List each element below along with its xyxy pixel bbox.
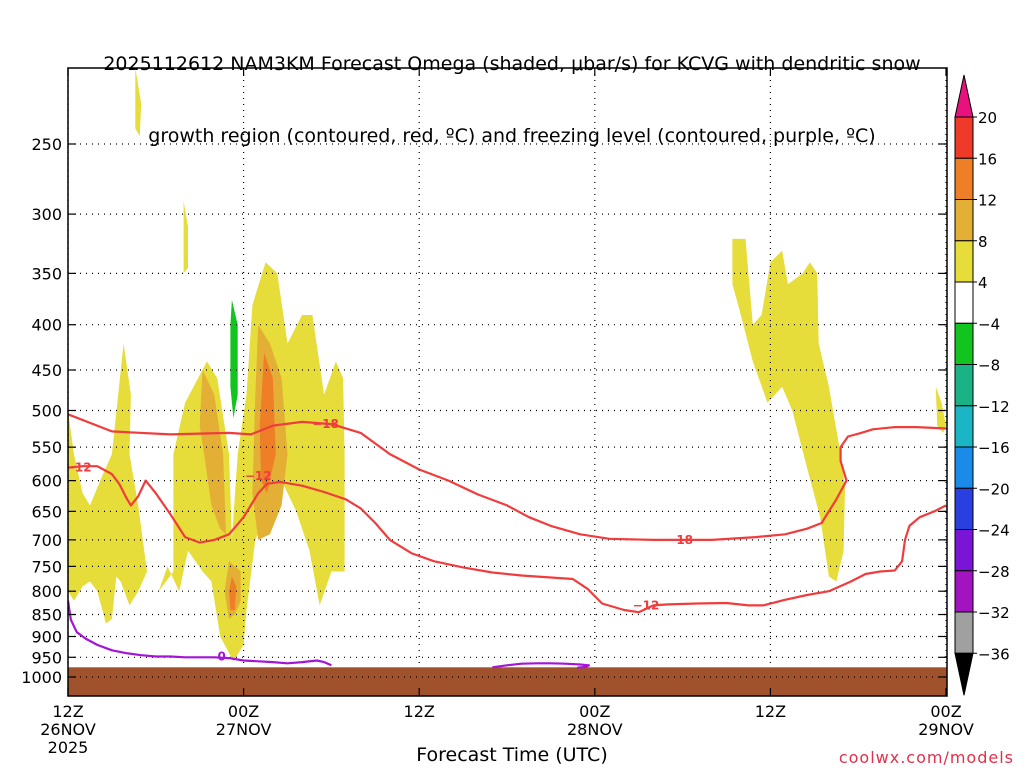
colorbar-segment-12 <box>954 570 974 613</box>
plot-frame <box>67 67 948 697</box>
x-tick-label-60-2: 29NOV <box>918 720 974 739</box>
omega-region--8_-4-10 <box>230 299 238 419</box>
y-tick-label-450: 450 <box>31 361 62 380</box>
colorbar-segment-9 <box>954 446 974 489</box>
y-tick-label-1000: 1000 <box>21 668 62 687</box>
colorbar-segment-5 <box>954 281 974 324</box>
colorbar-label-12: −32 <box>978 604 1010 622</box>
colorbar-segment-10 <box>954 487 974 531</box>
colorbar-label-6: −8 <box>978 357 1000 375</box>
colorbar-bottom-arrow <box>954 652 974 696</box>
x-tick-label-0-3: 2025 <box>48 738 89 757</box>
y-axis: 250 300 350 400 450 500 550 600 650 700 750 800 850 9… <box>21 135 947 687</box>
contour-line--18-0 <box>68 413 947 541</box>
plot-border <box>67 67 948 697</box>
y-tick-label-550: 550 <box>31 438 62 457</box>
x-tick-label-12-1: 00Z <box>228 702 259 721</box>
y-tick-label-800: 800 <box>31 582 62 601</box>
y-tick-label-750: 750 <box>31 557 62 576</box>
colorbar-label-13: −36 <box>978 645 1010 663</box>
colorbar-label-0: 20 <box>978 109 997 127</box>
contour-label--12-2: −12 <box>633 598 660 612</box>
contour-label--12-1: −12 <box>245 469 272 483</box>
credit-link[interactable]: coolwx.com/models <box>838 748 1014 767</box>
chart-title-line1: 2025112612 NAM3KM Forecast Omega (shaded… <box>103 53 921 75</box>
colorbar-segment-4 <box>954 240 974 283</box>
y-tick-label-850: 850 <box>31 606 62 625</box>
colorbar-segment-6 <box>954 322 974 366</box>
colorbar-label-10: −24 <box>978 522 1010 540</box>
colorbar: 20 16 12 8 4 −4 −8 −12 −16 −20 −24 −28 −32 −36 <box>954 74 1010 696</box>
chart-title-line2: growth region (contoured, red, ºC) and f… <box>148 125 876 147</box>
x-tick-label-0-2: 26NOV <box>40 720 96 739</box>
ground-layer <box>68 667 947 696</box>
colorbar-label-7: −12 <box>978 398 1010 416</box>
grid-lines <box>67 68 947 678</box>
colorbar-top-arrow <box>954 74 974 118</box>
omega-region-4_8-3 <box>732 238 845 582</box>
y-tick-label-250: 250 <box>31 135 62 154</box>
y-tick-label-300: 300 <box>31 205 62 224</box>
contour-label--18-0: −18 <box>312 417 339 431</box>
chart-title: 2025112612 NAM3KM Forecast Omega (shaded… <box>0 4 1024 172</box>
omega-region-4_8-4 <box>935 386 946 433</box>
colorbar-segment-1 <box>954 116 974 159</box>
contour-label--12-0: −12 <box>65 461 92 475</box>
colorbar-segment-3 <box>954 199 974 242</box>
x-tick-label-36-2: 28NOV <box>567 720 623 739</box>
y-tick-label-500: 500 <box>31 402 62 421</box>
colorbar-label-1: 16 <box>978 150 997 168</box>
colorbar-segment-8 <box>954 405 974 448</box>
x-tick-label-60-1: 00Z <box>930 702 961 721</box>
x-axis-title: Forecast Time (UTC) <box>416 744 608 766</box>
colorbar-label-4: 4 <box>978 274 988 292</box>
y-tick-label-400: 400 <box>31 316 62 335</box>
y-tick-label-650: 650 <box>31 502 62 521</box>
omega-region-12_16-8 <box>259 352 276 494</box>
y-tick-label-950: 950 <box>31 648 62 667</box>
omega-shading <box>68 68 946 662</box>
x-tick-label-24-1: 12Z <box>404 702 435 721</box>
colorbar-label-11: −28 <box>978 563 1010 581</box>
y-tick-label-350: 350 <box>31 264 62 283</box>
contour-label-0-0: 0 <box>217 649 225 663</box>
colorbar-label-5: −4 <box>978 315 1000 333</box>
x-tick-label-12-2: 27NOV <box>216 720 272 739</box>
contour-label--18-1: −18 <box>666 533 693 547</box>
omega-region-4_8-2 <box>183 201 188 274</box>
y-tick-label-900: 900 <box>31 628 62 647</box>
contour-line-0-2 <box>68 600 332 667</box>
contour-lines: −18 −18 −12 −12 −12 0 <box>65 413 947 669</box>
colorbar-label-8: −16 <box>978 439 1010 457</box>
colorbar-segment-7 <box>954 364 974 407</box>
omega-region-12_16-9 <box>229 576 237 610</box>
contour-line--12-1 <box>68 465 947 614</box>
colorbar-label-9: −20 <box>978 480 1010 498</box>
contour-line-fz-3 <box>492 662 590 669</box>
y-tick-label-700: 700 <box>31 531 62 550</box>
omega-region-4_8-1 <box>135 68 142 137</box>
colorbar-segment-2 <box>954 157 974 201</box>
ground-fill <box>68 667 947 696</box>
y-tick-label-600: 600 <box>31 472 62 491</box>
colorbar-segment-11 <box>954 529 974 572</box>
x-tick-label-0-1: 12Z <box>52 702 83 721</box>
x-tick-label-36-1: 00Z <box>579 702 610 721</box>
colorbar-segment-13 <box>954 611 974 654</box>
colorbar-label-3: 8 <box>978 233 988 251</box>
colorbar-label-2: 12 <box>978 192 997 210</box>
x-tick-label-48-1: 12Z <box>755 702 786 721</box>
